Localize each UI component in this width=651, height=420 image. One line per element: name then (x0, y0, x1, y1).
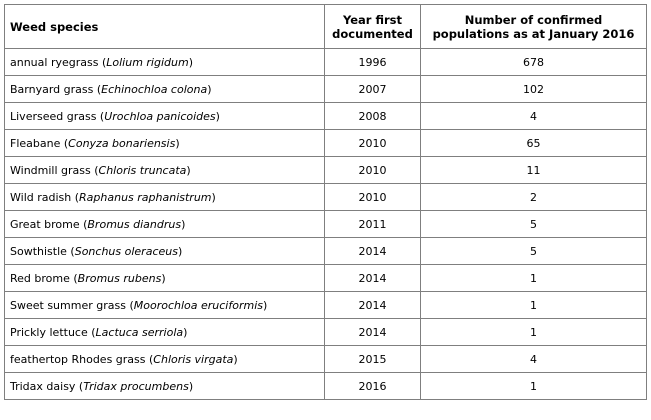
table-row: Prickly lettuce (Lactuca serriola) 2014 1 (4, 318, 647, 346)
common-name: Barnyard grass ( (10, 82, 102, 96)
year-first-documented-cell: 2014 (324, 237, 421, 265)
closing-paren: ) (215, 109, 220, 123)
year-first-documented-cell: 1996 (324, 48, 421, 76)
header-year-first-documented: Year first documented (324, 4, 421, 49)
scientific-name: Sonchus oleraceus (74, 244, 178, 258)
closing-paren: ) (263, 298, 268, 312)
confirmed-populations-cell: 4 (420, 345, 647, 373)
closing-paren: ) (188, 379, 194, 393)
confirmed-populations-cell: 1 (420, 291, 647, 319)
scientific-name: Bromus rubens (77, 271, 162, 285)
common-name: Great brome ( (10, 217, 88, 231)
table-row: Fleabane (Conyza bonariensis) 2010 65 (4, 129, 647, 157)
table-row: Liverseed grass (Urochloa panicoides) 200… (4, 102, 647, 130)
year-first-documented-cell: 2010 (324, 156, 421, 184)
table-row: Tridax daisy (Tridax procumbens) 2016 1 (4, 372, 647, 400)
scientific-name: Moorochloa eruciformis (133, 298, 263, 312)
weed-species-cell: Sowthistle (Sonchus oleraceus) (4, 237, 325, 265)
header-row: Weed species Year first documented Numbe… (4, 4, 647, 49)
table-row: Windmill grass (Chloris truncata) 2010 11 (4, 156, 647, 184)
table-row: Wild radish (Raphanus raphanistrum) 2010 2 (4, 183, 647, 211)
year-first-documented-cell: 2008 (324, 102, 421, 130)
closing-paren: ) (177, 244, 183, 258)
confirmed-populations-cell: 2 (420, 183, 647, 211)
common-name: Sowthistle ( (10, 244, 75, 258)
weed-species-cell: Great brome (Bromus diandrus) (4, 210, 325, 238)
common-name: Prickly lettuce ( (10, 325, 96, 339)
closing-paren: ) (175, 136, 180, 150)
scientific-name: Tridax procumbens (83, 379, 189, 393)
common-name: Wild radish ( (10, 190, 80, 204)
confirmed-populations-cell: 11 (420, 156, 647, 184)
table-row: Sowthistle (Sonchus oleraceus) 2014 5 (4, 237, 647, 265)
table-row: Great brome (Bromus diandrus) 2011 5 (4, 210, 647, 238)
header-confirmed-populations: Number of confirmed populations as at Ja… (420, 4, 647, 49)
weed-species-cell: feathertop Rhodes grass (Chloris virgata… (4, 345, 325, 373)
year-first-documented-cell: 2010 (324, 129, 421, 157)
header-weed-species: Weed species (4, 4, 325, 49)
common-name: Fleabane ( (10, 136, 69, 150)
confirmed-populations-cell: 65 (420, 129, 647, 157)
weed-species-cell: Tridax daisy (Tridax procumbens) (4, 372, 325, 400)
closing-paren: ) (233, 352, 238, 366)
closing-paren: ) (181, 217, 186, 231)
closing-paren: ) (211, 190, 216, 204)
closing-paren: ) (186, 163, 191, 177)
table-row: annual ryegrass (Lolium rigidum) 1996 678 (4, 48, 647, 76)
closing-paren: ) (188, 55, 193, 69)
closing-paren: ) (161, 271, 166, 285)
year-first-documented-cell: 2007 (324, 75, 421, 103)
table-row: Barnyard grass (Echinochloa colona) 2007 1… (4, 75, 647, 103)
year-first-documented-cell: 2014 (324, 291, 421, 319)
scientific-name: Chloris truncata (98, 163, 187, 177)
weed-species-cell: Prickly lettuce (Lactuca serriola) (4, 318, 325, 346)
common-name: annual ryegrass ( (10, 55, 107, 69)
weed-species-cell: Liverseed grass (Urochloa panicoides) (4, 102, 325, 130)
scientific-name: Bromus diandrus (87, 217, 182, 231)
confirmed-populations-cell: 678 (420, 48, 647, 76)
year-first-documented-cell: 2011 (324, 210, 421, 238)
weed-species-cell: Fleabane (Conyza bonariensis) (4, 129, 325, 157)
closing-paren: ) (207, 82, 212, 96)
confirmed-populations-cell: 5 (420, 237, 647, 265)
common-name: Liverseed grass ( (10, 109, 105, 123)
year-first-documented-cell: 2014 (324, 318, 421, 346)
weed-species-cell: Wild radish (Raphanus raphanistrum) (4, 183, 325, 211)
weed-species-cell: Sweet summer grass (Moorochloa eruciform… (4, 291, 325, 319)
table-row: feathertop Rhodes grass (Chloris virgata… (4, 345, 647, 373)
common-name: Windmill grass ( (10, 163, 99, 177)
common-name: Sweet summer grass ( (10, 298, 134, 312)
scientific-name: Lactuca serriola (95, 325, 184, 339)
common-name: Tridax daisy ( (10, 379, 84, 393)
scientific-name: Raphanus raphanistrum (79, 190, 212, 204)
confirmed-populations-cell: 1 (420, 264, 647, 292)
closing-paren: ) (183, 325, 188, 339)
weed-species-cell: Barnyard grass (Echinochloa colona) (4, 75, 325, 103)
weed-species-cell: Windmill grass (Chloris truncata) (4, 156, 325, 184)
common-name: Red brome ( (10, 271, 78, 285)
confirmed-populations-cell: 4 (420, 102, 647, 130)
table-row: Sweet summer grass (Moorochloa eruciform… (4, 291, 647, 319)
confirmed-populations-cell: 1 (420, 318, 647, 346)
year-first-documented-cell: 2015 (324, 345, 421, 373)
weed-species-cell: annual ryegrass (Lolium rigidum) (4, 48, 325, 76)
scientific-name: Chloris virgata (153, 352, 234, 366)
year-first-documented-cell: 2016 (324, 372, 421, 400)
year-first-documented-cell: 2014 (324, 264, 421, 292)
scientific-name: Conyza bonariensis (68, 136, 176, 150)
confirmed-populations-cell: 5 (420, 210, 647, 238)
weed-resistance-table: Weed species Year first documented Numbe… (4, 4, 647, 400)
common-name: feathertop Rhodes grass ( (10, 352, 154, 366)
scientific-name: Lolium rigidum (106, 55, 189, 69)
confirmed-populations-cell: 1 (420, 372, 647, 400)
scientific-name: Echinochloa colona (101, 82, 208, 96)
year-first-documented-cell: 2010 (324, 183, 421, 211)
table-row: Red brome (Bromus rubens) 2014 1 (4, 264, 647, 292)
confirmed-populations-cell: 102 (420, 75, 647, 103)
scientific-name: Urochloa panicoides (104, 109, 216, 123)
weed-species-cell: Red brome (Bromus rubens) (4, 264, 325, 292)
